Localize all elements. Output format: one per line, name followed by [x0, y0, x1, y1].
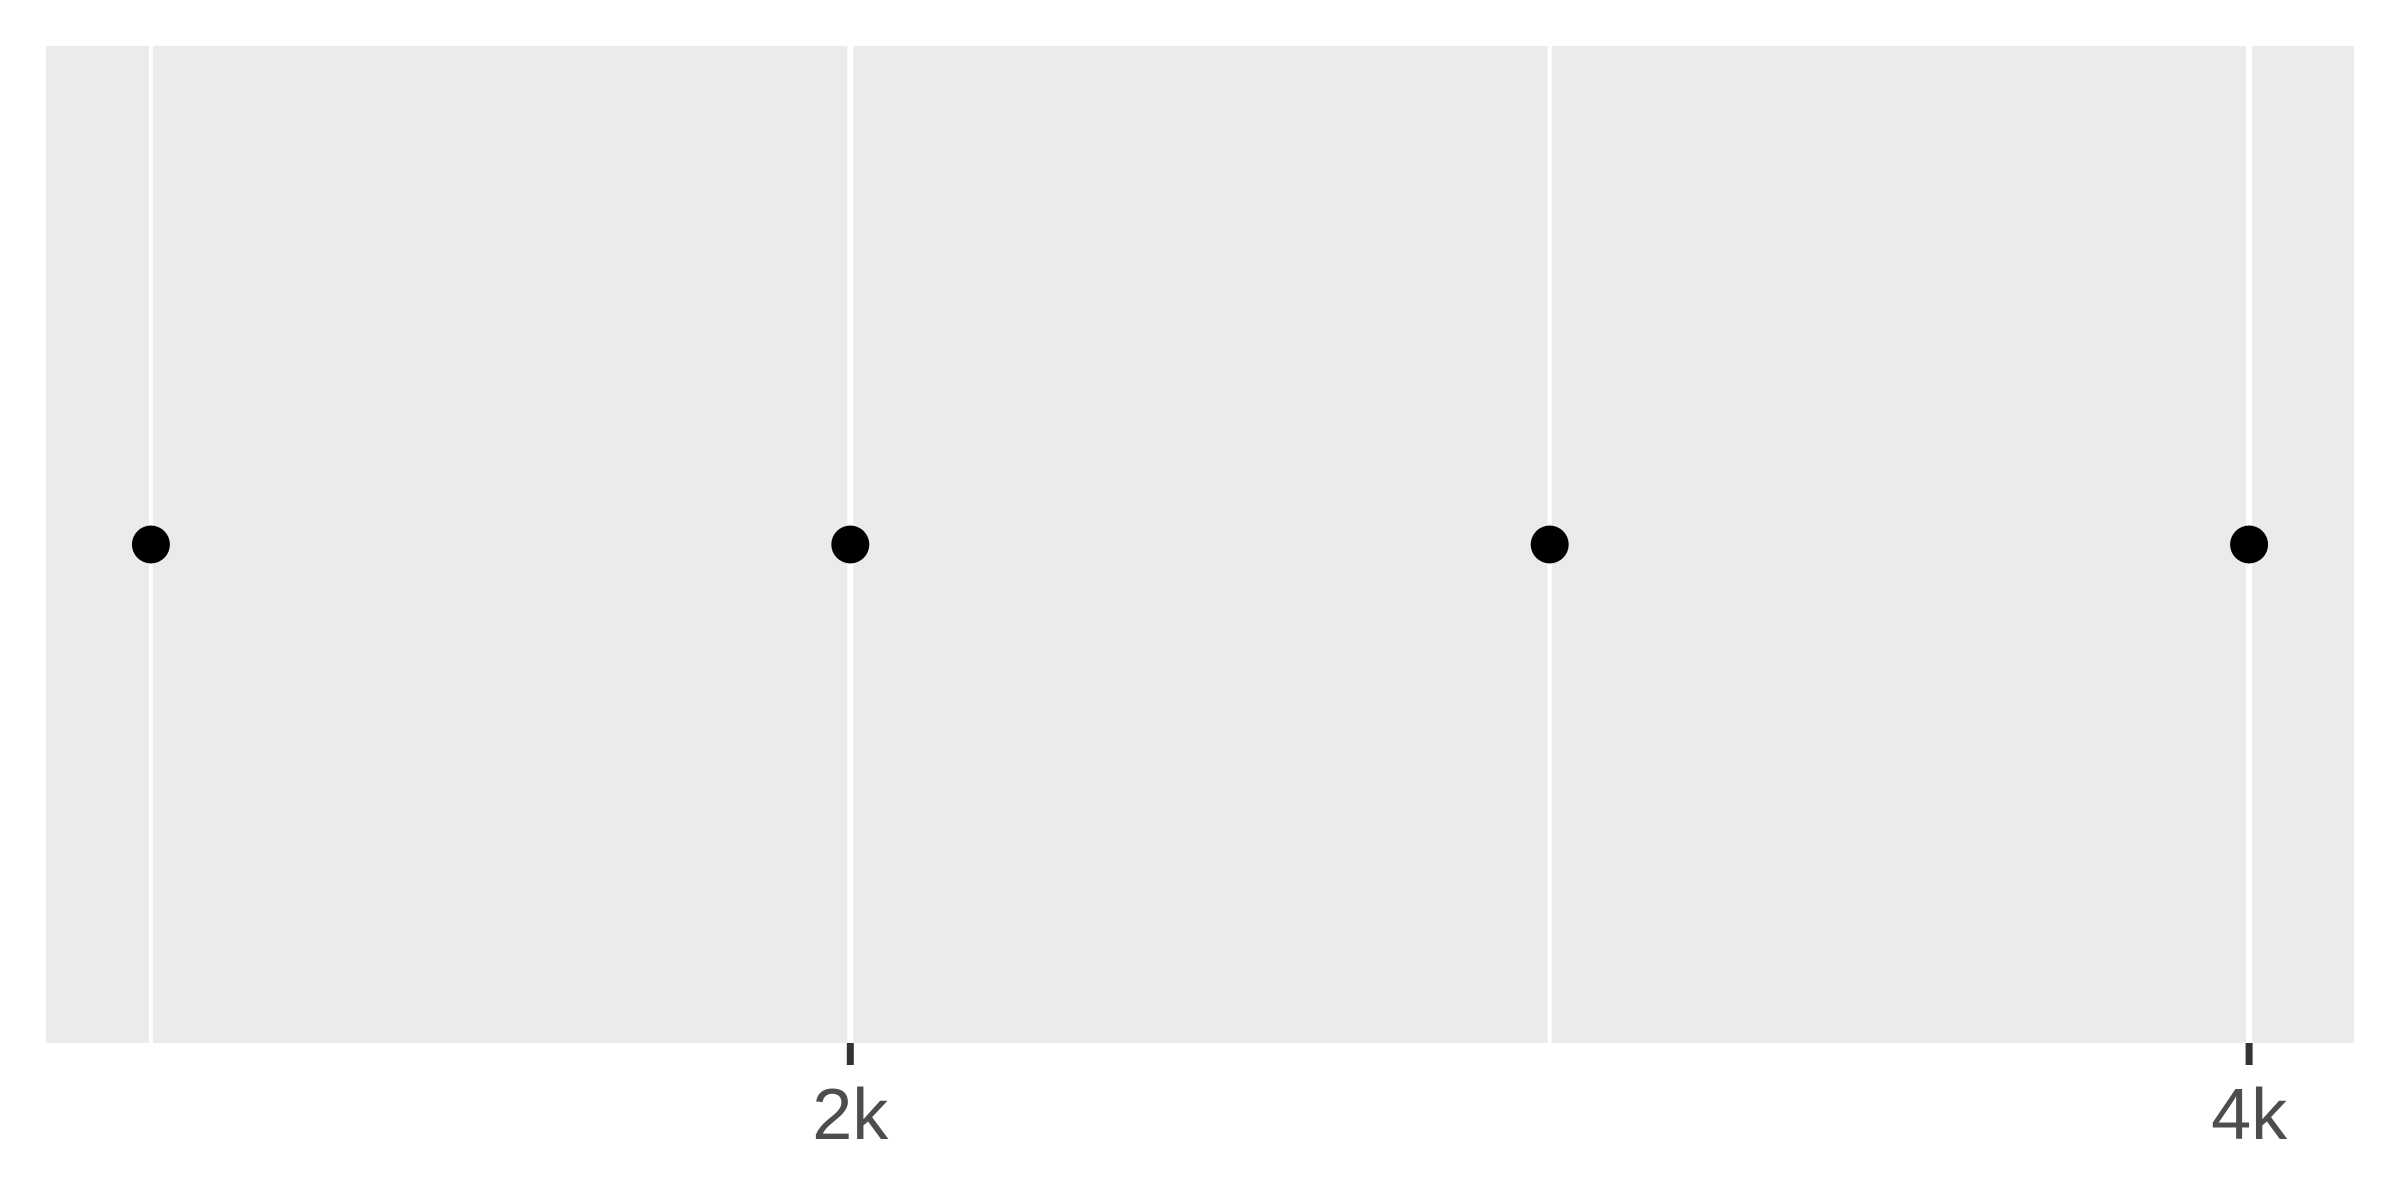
data-points	[131, 525, 2269, 564]
x-axis: 2k 4k	[812, 1043, 2288, 1155]
x-tick-label-0: 2k	[812, 1075, 889, 1155]
data-point-3	[2230, 525, 2269, 564]
data-point-0	[131, 525, 170, 564]
plot-panel	[46, 46, 2354, 1043]
data-point-2	[1530, 525, 1569, 564]
data-point-1	[831, 525, 870, 564]
x-tick-label-1: 4k	[2211, 1075, 2288, 1155]
